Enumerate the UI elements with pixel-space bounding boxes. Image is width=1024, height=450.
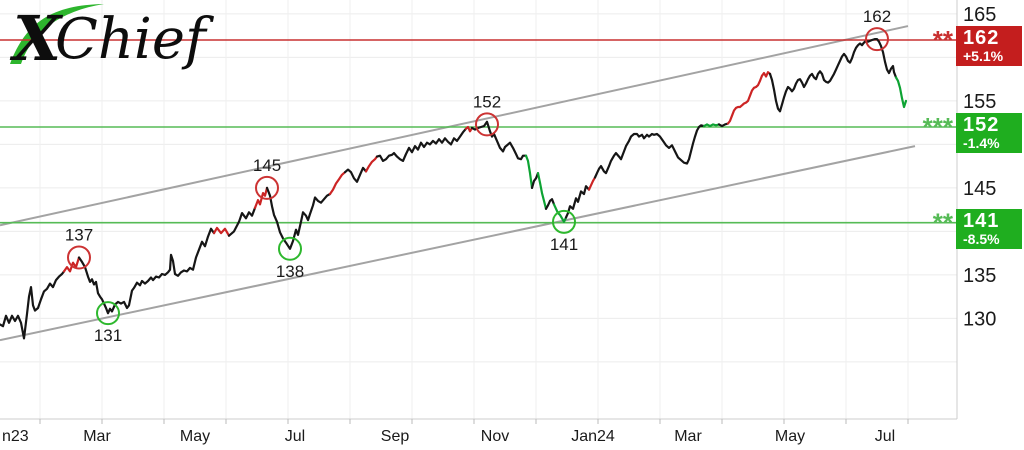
x-tick-label-n23: n23 [2, 428, 29, 445]
price-level-percent: -1.4% [963, 135, 1000, 151]
annotation-circle-145-peak [255, 175, 279, 200]
x-tick-label-May: May [775, 428, 805, 445]
price-series-segment [212, 226, 231, 237]
price-series-segment [530, 172, 540, 189]
annotation-circle-137-peak [67, 245, 91, 270]
price-level-percent: -8.5% [963, 230, 1000, 247]
x-tick-label-Mar: Mar [83, 428, 111, 445]
x-tick-label-May: May [180, 428, 210, 445]
x-tick-label-Jul: Jul [875, 428, 895, 445]
x-tick-label-Nov: Nov [481, 428, 509, 445]
price-series-segment [717, 122, 730, 128]
price-level-percent: +5.1% [963, 48, 1004, 64]
y-tick-label-155: 155 [963, 91, 996, 113]
annotation-circle-162-peak [865, 27, 889, 52]
price-series-segment [62, 256, 81, 273]
y-tick-label-145: 145 [963, 178, 996, 200]
price-series-segment [894, 76, 908, 109]
y-tick-label-165: 165 [963, 4, 996, 26]
annotation-label-152: 152 [473, 92, 501, 111]
price-level-box-162: 162 +5.1% [956, 26, 1022, 66]
annotation-label-138: 138 [276, 262, 304, 281]
level-stars-162: ** [933, 25, 954, 55]
annotation-circle-131-trough [96, 301, 120, 326]
y-tick-label-135: 135 [963, 265, 996, 287]
x-tick-label-Jan24: Jan24 [571, 428, 615, 445]
annotation-label-131: 131 [94, 326, 122, 345]
price-level-box-152: 152 -1.4% [956, 113, 1022, 153]
channel-line-upper [0, 25, 909, 227]
price-series-segment [536, 172, 548, 210]
annotation-label-137: 137 [65, 226, 93, 245]
price-series-segment [253, 186, 269, 209]
annotation-circle-141-trough [552, 209, 576, 234]
annotation-circle-138-trough [278, 236, 302, 261]
logo-swoosh-icon [10, 4, 104, 64]
price-series-segment [768, 37, 898, 113]
logo-wordmark: Chief [55, 7, 215, 72]
price-series-segment [726, 71, 772, 125]
price-series-segment [328, 171, 347, 196]
annotation-label-145: 145 [253, 156, 281, 175]
price-series-segment [564, 185, 591, 219]
price-series-segment [470, 120, 528, 161]
price-series-segment [265, 186, 332, 250]
price-series-segment [375, 127, 468, 162]
price-series-segment [464, 125, 474, 133]
price-series-segment [0, 270, 66, 340]
price-series-segment [343, 166, 368, 183]
logo-x-glyph: X [9, 2, 64, 75]
y-tick-label-130: 130 [963, 308, 996, 330]
price-series-segment [552, 203, 568, 223]
price-series-segment [227, 206, 257, 237]
price-series-segment [544, 198, 556, 210]
price-series-segment [77, 227, 216, 315]
annotation-label-162: 162 [863, 7, 891, 26]
channel-line-lower [0, 145, 916, 342]
price-series-segment [702, 123, 721, 128]
x-tick-label-Jul: Jul [285, 428, 305, 445]
level-stars-141: ** [933, 208, 954, 238]
price-series-segment [364, 155, 379, 173]
price-level-value: 152 [963, 114, 1000, 136]
level-stars-152: *** [923, 112, 954, 142]
price-series-segment [587, 176, 597, 191]
annotation-circle-152-peak [475, 112, 499, 137]
annotation-label-141: 141 [550, 235, 578, 254]
price-level-value: 141 [963, 209, 1000, 232]
x-tick-label-Mar: Mar [674, 428, 702, 445]
price-series-segment [524, 154, 534, 189]
x-tick-label-Sep: Sep [381, 428, 410, 445]
price-series-segment [593, 124, 706, 179]
price-level-box-141: 141 -8.5% [956, 208, 1022, 249]
price-level-value: 162 [963, 27, 1000, 49]
